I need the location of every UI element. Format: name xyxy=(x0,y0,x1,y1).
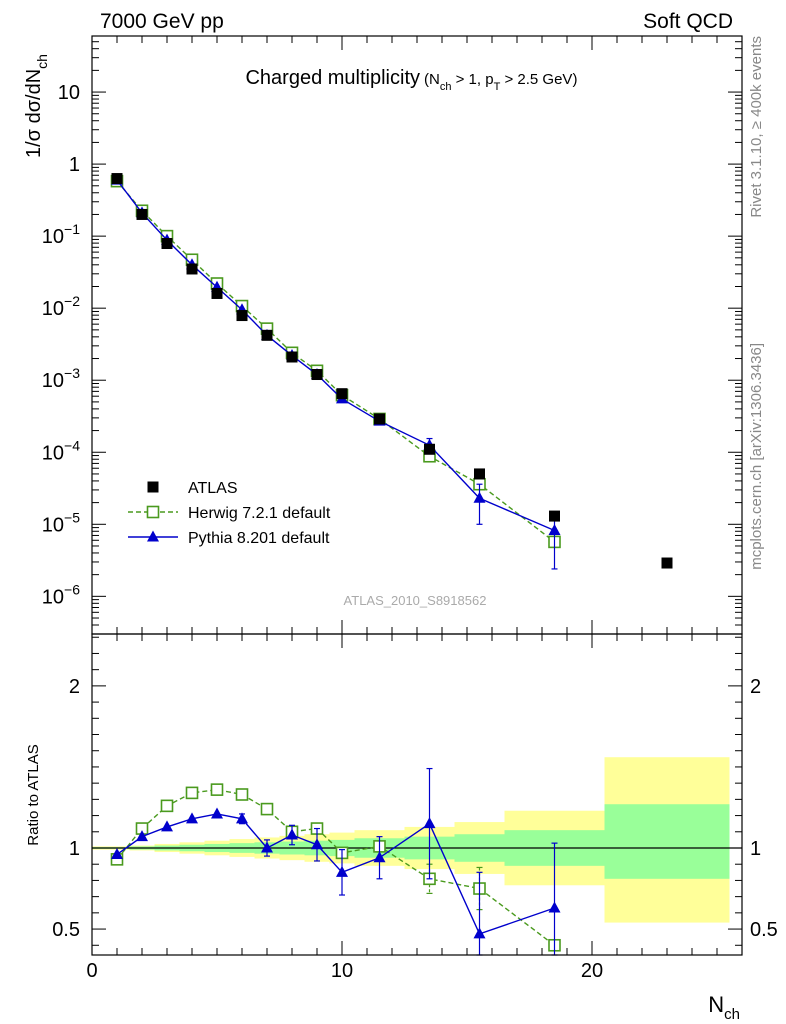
main-y-tick-label: 10−1 xyxy=(42,221,80,248)
main-data-point xyxy=(661,557,673,569)
main-plot-title: Charged multiplicity xyxy=(245,67,420,89)
ratio-band-inner xyxy=(604,804,730,879)
main-data-point xyxy=(374,413,385,425)
ratio-pythia-point xyxy=(548,901,561,913)
ratio-plot: 0.5 0.51 12 20 10 20 Ratio to ATLAS Nch xyxy=(25,633,778,1023)
main-data-point xyxy=(136,208,148,220)
ratio-y-tick-label-right: 1 xyxy=(750,838,761,860)
legend-label-pythia: Pythia 8.201 default xyxy=(188,530,330,547)
ratio-pythia-point xyxy=(111,847,123,859)
ratio-pythia-point xyxy=(161,820,173,832)
main-data-point xyxy=(424,443,435,455)
main-data-point xyxy=(474,468,485,480)
main-y-axis-label: 1/σ dσ/dNch xyxy=(23,54,50,158)
main-data-point xyxy=(236,310,248,322)
header-right-label: Soft QCD xyxy=(643,10,733,33)
ratio-pythia-point xyxy=(186,812,198,824)
main-y-tick-label: 1 xyxy=(69,154,80,176)
main-y-tick-label: 10−3 xyxy=(42,365,80,392)
ratio-pythia-point xyxy=(311,838,323,850)
legend-marker-data xyxy=(147,481,159,493)
ratio-pythia-point xyxy=(473,927,486,939)
main-pythia-point xyxy=(473,491,486,503)
main-data-point xyxy=(336,388,348,400)
main-pythia-line xyxy=(116,179,555,532)
x-tick-label: 0 xyxy=(86,960,97,982)
ratio-herwig-point xyxy=(260,802,274,816)
ratio-pythia-point xyxy=(336,865,348,877)
ratio-y-tick-label: 2 xyxy=(69,676,80,698)
main-data-point xyxy=(186,263,198,275)
ratio-herwig-point xyxy=(185,786,199,800)
legend-label-herwig: Herwig 7.2.1 default xyxy=(188,505,331,522)
ratio-pythia-point xyxy=(261,841,273,853)
ratio-pythia-point xyxy=(236,812,248,824)
main-plot: 10 1 10−1 10−2 10−3 10−4 10−5 10−6 Charged mult… xyxy=(23,35,743,635)
main-pythia-point xyxy=(548,524,561,536)
main-data-point xyxy=(261,329,273,341)
rivet-label: Rivet 3.1.10, ≥ 400k events xyxy=(748,36,765,218)
main-y-tick-label: 10−2 xyxy=(42,293,80,320)
main-y-tick-label: 10−4 xyxy=(42,437,80,464)
main-data-point xyxy=(549,510,560,522)
main-y-tick-label: 10−5 xyxy=(42,509,80,536)
legend-marker-pythia xyxy=(147,530,159,542)
main-plot-title-detail: (Nch > 1, pT > 2.5 GeV) xyxy=(424,71,577,93)
legend-marker-herwig xyxy=(146,505,160,519)
main-data-point xyxy=(161,238,173,250)
ratio-pythia-point xyxy=(423,817,436,829)
analysis-label: ATLAS_2010_S8918562 xyxy=(344,593,487,608)
legend-label-data: ATLAS xyxy=(188,480,238,497)
main-data-point xyxy=(211,287,223,299)
main-data-point xyxy=(311,369,323,381)
ratio-y-axis-label: Ratio to ATLAS xyxy=(25,744,42,845)
ratio-herwig-point xyxy=(210,783,224,796)
ratio-y-tick-label: 1 xyxy=(69,838,80,860)
ratio-herwig-point xyxy=(160,799,174,813)
ratio-pythia-line xyxy=(116,813,555,935)
ratio-pythia-point xyxy=(136,830,148,842)
x-tick-label: 20 xyxy=(581,960,603,982)
x-axis-label: Nch xyxy=(708,992,740,1023)
ratio-pythia-point xyxy=(211,807,223,819)
ratio-herwig-point xyxy=(235,788,249,801)
header-left-label: 7000 GeV pp xyxy=(100,10,224,33)
ratio-y-tick-label: 0.5 xyxy=(52,919,80,941)
legend: ATLAS Herwig 7.2.1 default Pythia 8.201 de… xyxy=(128,480,331,547)
ratio-herwig-line xyxy=(116,788,555,946)
ratio-pythia-point xyxy=(286,828,298,840)
main-data-point xyxy=(111,173,123,185)
main-y-tick-label: 10 xyxy=(58,82,80,104)
main-herwig-line xyxy=(116,180,555,543)
x-tick-label: 10 xyxy=(331,960,353,982)
main-y-tick-label: 10−6 xyxy=(42,581,80,608)
mcplots-label: mcplots.cern.ch [arXiv:1306.3436] xyxy=(748,343,765,570)
ratio-pythia-point xyxy=(373,851,386,863)
main-data-point xyxy=(286,351,298,363)
ratio-y-tick-label-right: 2 xyxy=(750,676,761,698)
ratio-y-tick-label-right: 0.5 xyxy=(750,919,778,941)
